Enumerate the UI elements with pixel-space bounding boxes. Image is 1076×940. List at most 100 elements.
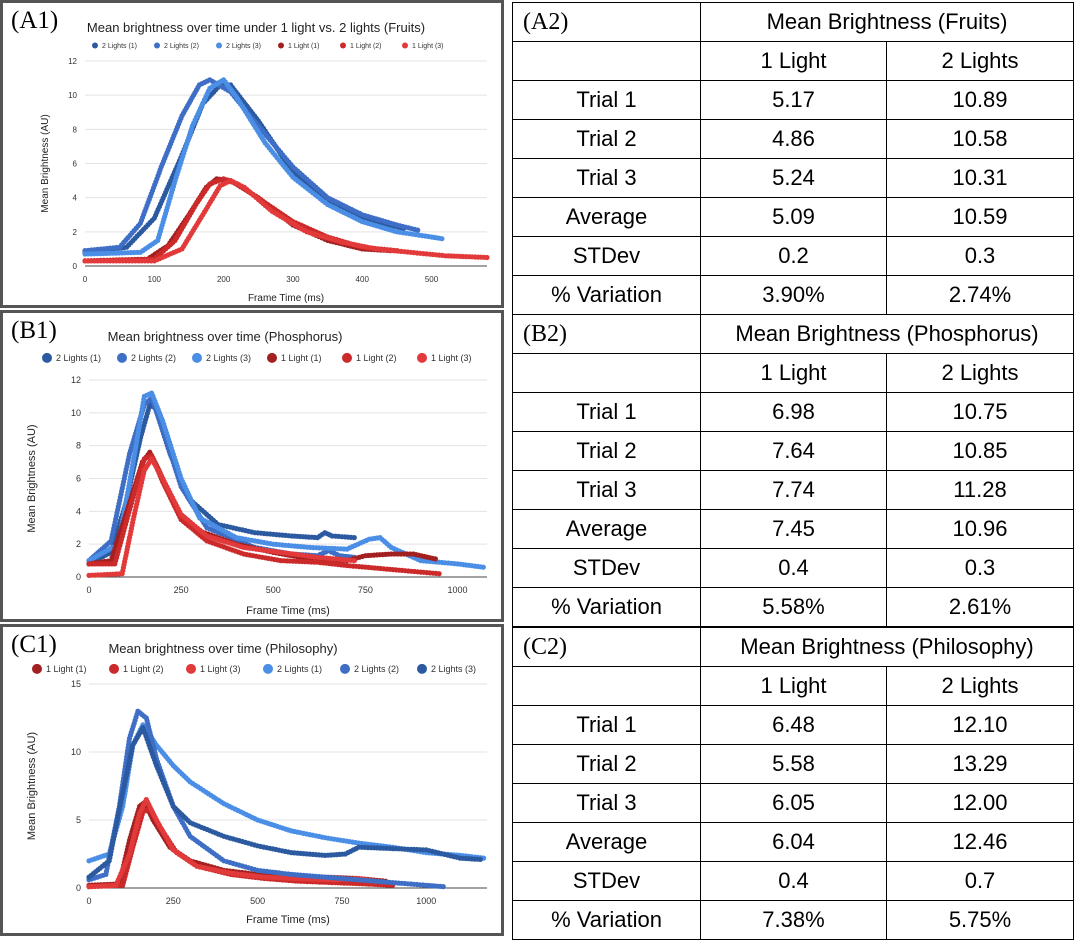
x-tick-label: 200 (217, 275, 231, 284)
legend-marker (278, 42, 284, 49)
chart-fruits: Mean brightness over time under 1 light … (40, 20, 490, 304)
data-point (440, 884, 446, 890)
data-point (351, 535, 357, 541)
row-label: Trial 3 (512, 470, 701, 510)
chart-title: Mean brightness over time (Phosphorus) (108, 329, 343, 344)
y-tick-label: 4 (73, 194, 78, 203)
y-tick-label: 12 (71, 375, 81, 385)
table-cell: 10.75 (885, 392, 1075, 432)
x-tick-label: 500 (425, 275, 439, 284)
y-tick-label: 2 (76, 539, 81, 549)
table-cell: 0.3 (885, 548, 1075, 588)
x-axis-label: Frame Time (ms) (246, 605, 330, 617)
column-header: 2 Lights (885, 41, 1075, 81)
x-tick-label: 0 (86, 896, 91, 906)
table-cell: 4.86 (700, 119, 887, 159)
legend-marker (402, 42, 408, 49)
legend-marker (340, 42, 346, 49)
row-label: % Variation (512, 900, 701, 940)
table-cell: 0.7 (885, 861, 1075, 901)
y-tick-label: 0 (73, 262, 78, 271)
header-empty (512, 353, 701, 393)
table-cell: 0.4 (700, 548, 887, 588)
chart-panel-philosophy: Mean brightness over time (Philosophy) 0 5… (0, 624, 504, 936)
row-label: STDev (512, 548, 701, 588)
data-point (415, 227, 421, 233)
series-1-light-2 (86, 452, 442, 577)
y-tick-label: 10 (71, 408, 81, 418)
table-cell: 11.28 (885, 470, 1075, 510)
row-label: Trial 2 (512, 119, 701, 159)
x-tick-label: 750 (334, 896, 349, 906)
legend-marker (192, 352, 202, 363)
x-tick-label: 250 (166, 896, 181, 906)
data-point (484, 254, 490, 261)
chart-title: Mean brightness over time (Philosophy) (108, 641, 337, 656)
legend-marker (92, 42, 98, 49)
y-tick-label: 10 (71, 747, 81, 757)
column-header: 2 Lights (885, 353, 1075, 393)
legend-label: 2 Lights (1) (277, 664, 322, 674)
legend-label: 1 Light (1) (46, 664, 87, 674)
x-tick-label: 100 (148, 275, 162, 284)
x-tick-label: 0 (86, 585, 91, 595)
y-tick-label: 10 (68, 91, 77, 100)
y-axis-label: Mean Brightness (AU) (40, 114, 51, 212)
table-cell: 3.90% (700, 275, 887, 315)
row-label: % Variation (512, 587, 701, 627)
table-philosophy: (C2) Mean Brightness (Philosophy) 1 Ligh… (512, 627, 1075, 940)
table-cell: 5.58 (700, 744, 887, 784)
y-tick-label: 15 (71, 679, 81, 689)
row-label: Trial 1 (512, 80, 701, 120)
panel-label-a1: (A1) (11, 7, 59, 34)
table-cell: 12.00 (885, 783, 1075, 823)
x-tick-label: 500 (250, 896, 265, 906)
table-cell: 7.64 (700, 431, 887, 471)
table-cell: 10.31 (885, 158, 1075, 198)
table-cell: 10.59 (885, 197, 1075, 237)
panel-label-b2: (B2) (512, 314, 701, 354)
table-cell: 2.61% (885, 587, 1075, 627)
table-cell: 2.74% (885, 275, 1075, 315)
legend-label: 2 Lights (1) (102, 43, 137, 50)
legend-label: 2 Lights (3) (206, 353, 251, 363)
legend-marker (267, 352, 277, 363)
table-cell: 0.3 (885, 236, 1075, 276)
series-1-light-3 (82, 178, 490, 264)
y-tick-label: 8 (73, 125, 78, 134)
x-axis-label: Frame Time (ms) (248, 293, 324, 304)
data-point (439, 236, 445, 242)
table-cell: 10.58 (885, 119, 1075, 159)
table-cell: 6.98 (700, 392, 887, 432)
table-fruits: (A2) Mean Brightness (Fruits) 1 Light 2 … (512, 2, 1075, 315)
legend-marker (186, 663, 196, 674)
table-cell: 5.17 (700, 80, 887, 120)
chart-phosphorus: Mean brightness over time (Phosphorus) 0 2… (26, 329, 487, 617)
x-tick-label: 0 (83, 275, 88, 284)
legend-label: 1 Light (2) (123, 664, 164, 674)
table-cell: 7.74 (700, 470, 887, 510)
y-tick-label: 2 (73, 228, 78, 237)
row-label: Average (512, 509, 701, 549)
table-cell: 12.46 (885, 822, 1075, 862)
data-point (351, 558, 357, 564)
series-1-light-3 (86, 797, 379, 890)
legend-label: 2 Lights (3) (226, 43, 261, 50)
column-header: 1 Light (700, 41, 887, 81)
table-cell: 7.38% (700, 900, 887, 940)
panel-label-a2: (A2) (512, 2, 701, 42)
row-label: Average (512, 822, 701, 862)
y-tick-label: 0 (76, 572, 81, 582)
row-label: Trial 1 (512, 705, 701, 745)
table-cell: 5.75% (885, 900, 1075, 940)
series-2-lights-3 (82, 77, 445, 257)
row-label: Average (512, 197, 701, 237)
x-tick-label: 250 (174, 585, 189, 595)
table-cell: 10.96 (885, 509, 1075, 549)
table-cell: 6.05 (700, 783, 887, 823)
x-tick-label: 1000 (416, 896, 436, 906)
table-cell: 10.85 (885, 431, 1075, 471)
table-cell: 0.2 (700, 236, 887, 276)
y-tick-label: 12 (68, 57, 77, 66)
y-tick-label: 5 (76, 815, 81, 825)
